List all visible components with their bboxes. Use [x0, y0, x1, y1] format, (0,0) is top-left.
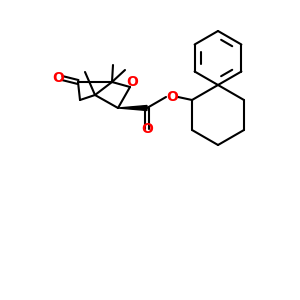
Text: O: O [126, 75, 138, 89]
Text: O: O [141, 122, 153, 136]
Polygon shape [118, 106, 147, 110]
Text: O: O [52, 71, 64, 85]
Text: O: O [166, 90, 178, 104]
